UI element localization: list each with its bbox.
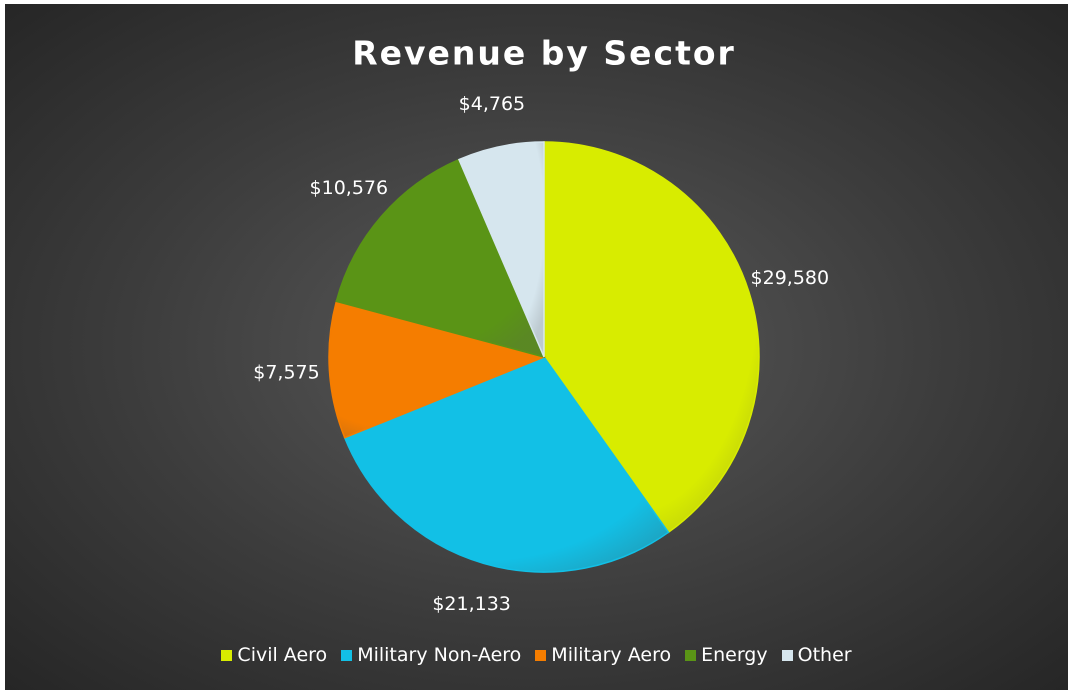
pie-slice bbox=[343, 356, 670, 573]
pie-slice bbox=[457, 141, 545, 358]
pie-slice bbox=[543, 141, 760, 534]
data-label: $21,133 bbox=[432, 593, 511, 615]
legend-swatch bbox=[781, 649, 793, 661]
legend-swatch bbox=[535, 649, 547, 661]
data-label: $29,580 bbox=[751, 267, 830, 289]
legend-item: Energy bbox=[685, 644, 768, 666]
legend-swatch bbox=[221, 649, 233, 661]
legend-label: Energy bbox=[701, 644, 768, 666]
legend-label: Other bbox=[797, 644, 852, 666]
data-label: $4,765 bbox=[459, 93, 525, 115]
legend-label: Military Aero bbox=[551, 644, 672, 666]
legend-item: Military Non-Aero bbox=[341, 644, 521, 666]
pie-slice bbox=[328, 300, 547, 439]
legend-label: Civil Aero bbox=[237, 644, 328, 666]
chart: Revenue by Sector $29,580 $21,133 $7,575 $1… bbox=[253, 34, 830, 616]
legend: Civil Aero Military Non-Aero Military Aero… bbox=[5, 644, 1068, 666]
data-label: $7,575 bbox=[253, 361, 319, 383]
data-label: $10,576 bbox=[310, 177, 389, 199]
chart-title: Revenue by Sector bbox=[352, 34, 736, 73]
pie-slice bbox=[335, 158, 546, 359]
chart-area: Revenue by Sector $29,580 $21,133 $7,575 $1… bbox=[5, 4, 1068, 690]
legend-swatch bbox=[341, 649, 353, 661]
legend-item: Other bbox=[781, 644, 852, 666]
legend-swatch bbox=[685, 649, 697, 661]
legend-item: Civil Aero bbox=[221, 644, 327, 666]
legend-item: Military Aero bbox=[535, 644, 671, 666]
legend-label: Military Non-Aero bbox=[357, 644, 522, 666]
